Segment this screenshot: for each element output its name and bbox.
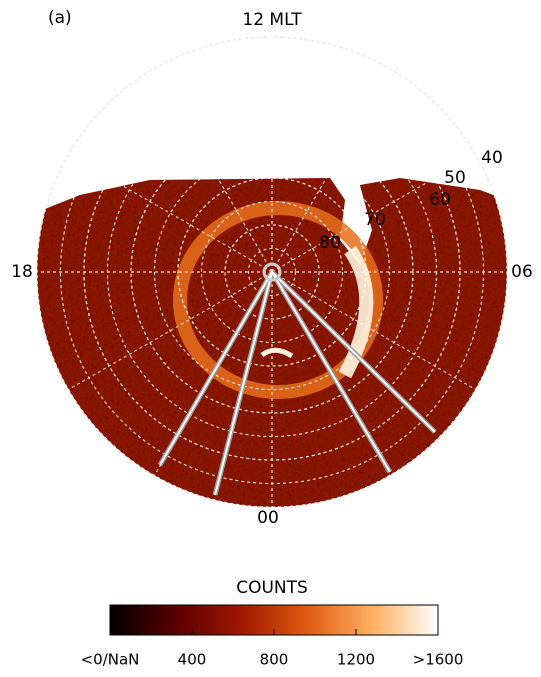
lat-label: 60 <box>429 190 451 210</box>
colorbar-title: COUNTS <box>236 578 308 598</box>
colorbar-tick-label: <0/NaN <box>81 651 140 669</box>
colorbar-tick-label: 400 <box>178 651 207 669</box>
lat-label: 70 <box>364 210 386 230</box>
colorbar-tick-label: 1200 <box>337 651 375 669</box>
colorbar-tick-label: >1600 <box>413 651 464 669</box>
auroral-image <box>30 178 520 520</box>
colorbar-tick-label: 800 <box>260 651 289 669</box>
lat-label: 40 <box>481 148 503 168</box>
mlt-label: 12 MLT <box>242 10 302 30</box>
mlt-label: 00 <box>257 508 279 528</box>
mlt-label: 18 <box>11 262 33 282</box>
lat-label: 80 <box>319 233 341 253</box>
panel-label: (a) <box>48 8 72 28</box>
lat-label: 50 <box>444 168 466 188</box>
mlt-label: 06 <box>511 262 533 282</box>
figure: (a) 12 MLT 18 06 00 COUNTS 40 5060 70 80 <0/… <box>0 0 541 677</box>
